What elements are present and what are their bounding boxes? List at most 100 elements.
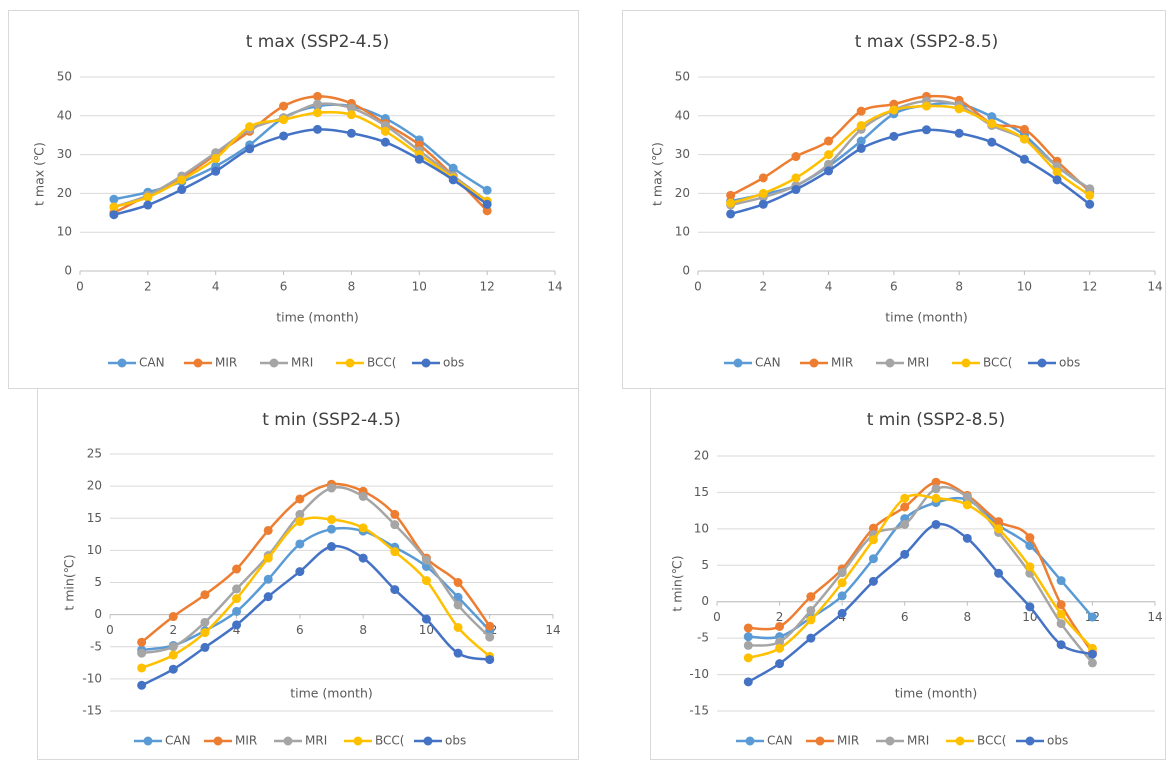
- y-tick-label: -5: [697, 631, 709, 645]
- point: [868, 535, 878, 545]
- point: [1087, 649, 1097, 659]
- point: [1085, 184, 1095, 194]
- point: [295, 516, 305, 526]
- legend-label: BCC(: [367, 356, 396, 370]
- point: [889, 105, 899, 115]
- y-tick-label: 10: [57, 225, 72, 239]
- y-tick-label: 5: [701, 558, 709, 572]
- x-tick-label: 2: [776, 610, 784, 624]
- point: [954, 104, 964, 114]
- point: [954, 128, 964, 138]
- y-tick-label: 5: [94, 575, 102, 589]
- point: [837, 591, 847, 601]
- point: [962, 533, 972, 543]
- point: [485, 621, 495, 631]
- legend-marker: [421, 358, 431, 368]
- point: [726, 209, 736, 219]
- y-tick-label: -10: [689, 667, 709, 681]
- legend-marker: [423, 736, 433, 746]
- legend-marker: [815, 736, 825, 746]
- point: [791, 185, 801, 195]
- point: [232, 606, 242, 616]
- point: [295, 539, 305, 549]
- legend-marker: [283, 736, 293, 746]
- point: [987, 137, 997, 147]
- legend-marker: [1037, 358, 1047, 368]
- x-tick-label: 0: [76, 280, 84, 294]
- chart-title: t max (SSP2-4.5): [246, 32, 390, 52]
- point: [1056, 609, 1066, 619]
- legend-label: BCC(: [977, 734, 1006, 748]
- point: [137, 663, 147, 673]
- point: [313, 124, 322, 134]
- point: [962, 492, 972, 502]
- x-tick-label: 2: [169, 623, 177, 637]
- legend-marker: [213, 736, 223, 746]
- point: [109, 210, 119, 220]
- series-line: [113, 128, 488, 216]
- point: [824, 136, 834, 146]
- y-tick-label: -15: [82, 704, 102, 718]
- point: [109, 194, 119, 204]
- point: [1085, 199, 1095, 209]
- point: [900, 502, 910, 512]
- point: [485, 632, 495, 642]
- series-line: [748, 496, 1094, 640]
- point: [279, 115, 289, 125]
- series-line: [747, 493, 1094, 660]
- point: [421, 555, 431, 565]
- y-tick-label: 0: [94, 607, 102, 621]
- point: [263, 592, 273, 602]
- legend-label: MIR: [215, 356, 237, 370]
- point: [200, 642, 210, 652]
- point: [200, 590, 210, 600]
- y-tick-label: 20: [694, 449, 709, 463]
- y-tick-label: 0: [682, 264, 690, 278]
- point: [1019, 154, 1029, 164]
- point: [806, 615, 816, 625]
- point: [453, 622, 463, 632]
- point: [1056, 619, 1066, 629]
- legend-label: CAN: [755, 356, 781, 370]
- legend-label: MIR: [837, 734, 859, 748]
- point: [758, 199, 768, 209]
- series-line: [747, 522, 1093, 683]
- legend-marker: [193, 358, 203, 368]
- x-tick-label: 14: [1147, 610, 1162, 624]
- point: [931, 493, 941, 503]
- point: [775, 643, 785, 653]
- x-axis-title: time (month): [290, 686, 373, 701]
- panel-border: [650, 388, 1166, 760]
- y-tick-label: 15: [694, 485, 709, 499]
- point: [137, 680, 147, 690]
- point: [931, 477, 941, 487]
- point: [726, 190, 736, 200]
- y-tick-label: -5: [90, 639, 102, 653]
- point: [313, 108, 322, 118]
- point: [1087, 612, 1097, 622]
- point: [987, 119, 997, 129]
- point: [327, 524, 336, 534]
- point: [414, 154, 424, 164]
- point: [168, 612, 178, 622]
- chart-title: t min (SSP2-8.5): [867, 410, 1006, 430]
- legend-label: obs: [1059, 356, 1080, 370]
- legend-marker: [809, 358, 819, 368]
- chart-title: t min (SSP2-4.5): [262, 410, 401, 430]
- y-tick-label: -10: [82, 671, 102, 685]
- point: [358, 523, 368, 533]
- legend-label: BCC(: [983, 356, 1012, 370]
- x-tick-label: 14: [547, 280, 562, 294]
- series-line: [730, 128, 1091, 216]
- point: [390, 585, 400, 595]
- point: [743, 632, 753, 642]
- point: [485, 655, 495, 665]
- point: [232, 564, 242, 574]
- point: [448, 175, 458, 185]
- point: [889, 131, 899, 141]
- y-tick-label: 15: [87, 511, 102, 525]
- point: [232, 620, 242, 630]
- legend-label: obs: [445, 734, 466, 748]
- point: [824, 150, 834, 160]
